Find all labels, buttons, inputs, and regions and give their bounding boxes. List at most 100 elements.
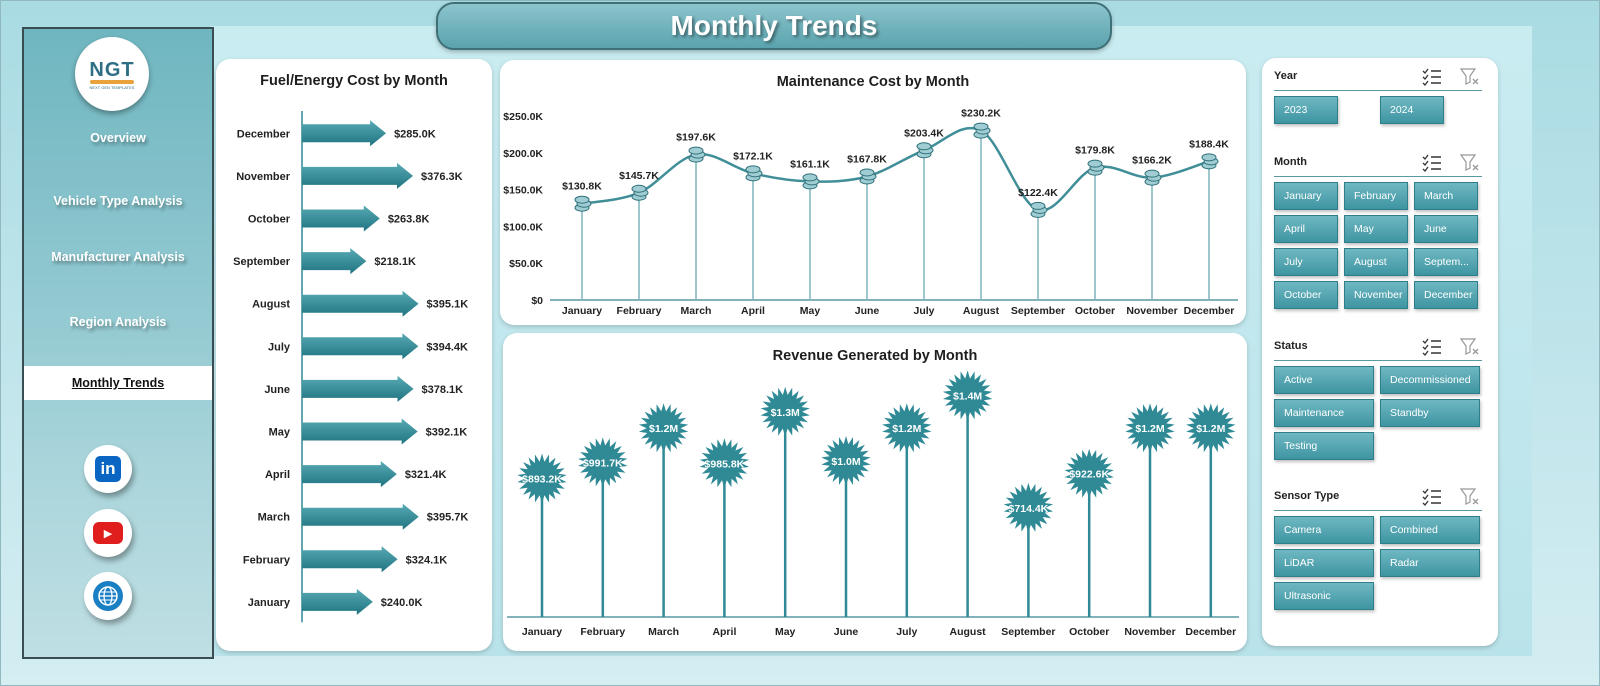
year-option-2024[interactable]: 2024: [1380, 96, 1444, 124]
month-option-august[interactable]: August: [1344, 248, 1408, 276]
clear-filter-icon[interactable]: [1459, 68, 1480, 86]
sensor-type-option-radar[interactable]: Radar: [1380, 549, 1480, 577]
clear-filter-icon[interactable]: [1459, 154, 1480, 172]
status-option-active[interactable]: Active: [1274, 366, 1374, 394]
website-button[interactable]: [84, 572, 132, 620]
multi-select-icon[interactable]: [1422, 154, 1442, 172]
rev-burst-october: [1064, 448, 1114, 499]
rev-category-label: August: [950, 626, 987, 638]
sensor-type-option-camera[interactable]: Camera: [1274, 516, 1374, 544]
status-option-maintenance[interactable]: Maintenance: [1274, 399, 1374, 427]
clear-filter-icon[interactable]: [1459, 488, 1480, 506]
maint-point-july: [916, 142, 934, 159]
month-option-january[interactable]: January: [1274, 182, 1338, 210]
month-option-october[interactable]: October: [1274, 281, 1338, 309]
month-option-june[interactable]: June: [1414, 215, 1478, 243]
maint-value-label: $172.1K: [733, 150, 773, 162]
nav-vehicle-type-analysis[interactable]: Vehicle Type Analysis: [53, 194, 183, 208]
month-option-july[interactable]: July: [1274, 248, 1338, 276]
sensor-type-option-combined[interactable]: Combined: [1380, 516, 1480, 544]
linkedin-icon: in: [95, 456, 121, 482]
maint-point-november: [1144, 169, 1162, 186]
fuel-value-label: $263.8K: [388, 214, 430, 226]
rev-value-label: $1.2M: [649, 423, 678, 435]
nav-overview[interactable]: Overview: [90, 131, 146, 145]
maintenance-cost-panel: Maintenance Cost by Month $0 $50.0K $100.0…: [500, 60, 1246, 325]
maint-point-october: [1087, 159, 1105, 176]
nav-region-analysis[interactable]: Region Analysis: [69, 315, 167, 329]
rev-value-label: $1.2M: [1135, 423, 1164, 435]
fuel-value-label: $395.1K: [427, 299, 469, 311]
fuel-bar-november: [302, 162, 414, 189]
fuel-category-label: May: [269, 427, 291, 439]
rev-value-label: $1.2M: [1196, 423, 1225, 435]
fuel-category-label: June: [264, 384, 290, 396]
maint-value-label: $230.2K: [961, 108, 1001, 120]
nav-monthly-trends[interactable]: Monthly Trends: [24, 366, 212, 400]
sensor-type-option-ultrasonic[interactable]: Ultrasonic: [1274, 582, 1374, 610]
fuel-cost-chart: December $285.0K November $376.3K October $26…: [233, 111, 469, 623]
maint-point-september: [1030, 201, 1048, 218]
maint-category-label: March: [681, 305, 712, 317]
month-option-may[interactable]: May: [1344, 215, 1408, 243]
rev-category-label: July: [896, 626, 917, 638]
fuel-value-label: $395.7K: [427, 512, 469, 524]
multi-select-icon[interactable]: [1422, 338, 1442, 356]
maint-point-january: [574, 195, 592, 212]
fuel-category-label: December: [237, 128, 291, 140]
multi-select-icon[interactable]: [1422, 68, 1442, 86]
month-option-november[interactable]: November: [1344, 281, 1408, 309]
maint-value-label: $179.8K: [1075, 145, 1115, 157]
maint-value-label: $161.1K: [790, 158, 830, 170]
fuel-value-label: $378.1K: [422, 384, 464, 396]
month-option-february[interactable]: February: [1344, 182, 1408, 210]
fuel-category-label: January: [248, 597, 291, 609]
maint-category-label: June: [855, 305, 880, 317]
rev-burst-november: [1125, 403, 1175, 454]
fuel-bar-august: [302, 290, 419, 317]
rev-category-label: January: [522, 626, 562, 638]
month-option-december[interactable]: December: [1414, 281, 1478, 309]
multi-select-icon[interactable]: [1422, 488, 1442, 506]
rev-category-label: May: [775, 626, 796, 638]
maint-point-february: [631, 184, 649, 201]
rev-burst-august: [942, 370, 993, 421]
youtube-button[interactable]: ▶: [84, 509, 132, 557]
status-option-decommissioned[interactable]: Decommissioned: [1380, 366, 1480, 394]
rev-burst-april: [699, 438, 750, 489]
maint-ytick-label: $150.0K: [503, 185, 543, 197]
fuel-bar-february: [302, 546, 398, 573]
month-option-march[interactable]: March: [1414, 182, 1478, 210]
month-option-april[interactable]: April: [1274, 215, 1338, 243]
fuel-category-label: April: [265, 469, 290, 481]
rev-burst-may: [760, 386, 810, 437]
month-option-septem[interactable]: Septem...: [1414, 248, 1478, 276]
year-option-2023[interactable]: 2023: [1274, 96, 1338, 124]
rev-category-label: June: [834, 626, 859, 638]
maint-category-label: August: [963, 305, 1000, 317]
maint-point-april: [745, 165, 763, 182]
clear-filter-icon[interactable]: [1459, 338, 1480, 356]
linkedin-button[interactable]: in: [84, 445, 132, 493]
status-option-testing[interactable]: Testing: [1274, 432, 1374, 460]
maint-value-label: $188.4K: [1189, 138, 1229, 150]
logo-text: NGT: [89, 58, 135, 81]
rev-category-label: October: [1069, 626, 1109, 638]
rev-burst-july: [882, 403, 932, 454]
fuel-cost-panel: Fuel/Energy Cost by Month December $285.0…: [216, 59, 492, 651]
rev-value-label: $991.7K: [583, 457, 623, 469]
fuel-value-label: $392.1K: [426, 427, 468, 439]
maintenance-cost-chart: $0 $50.0K $100.0K $150.0K $200.0K $250.0K $130…: [503, 108, 1238, 317]
nav-manufacturer-analysis[interactable]: Manufacturer Analysis: [51, 250, 185, 264]
maint-value-label: $203.4K: [904, 127, 944, 139]
fuel-value-label: $324.1K: [406, 554, 448, 566]
fuel-value-label: $240.0K: [381, 597, 423, 609]
maint-value-label: $122.4K: [1018, 187, 1058, 199]
maint-point-december: [1201, 153, 1219, 170]
revenue-panel: Revenue Generated by Month $893.2K Januar…: [503, 333, 1247, 651]
rev-value-label: $893.2K: [522, 474, 562, 486]
sensor-type-option-lidar[interactable]: LiDAR: [1274, 549, 1374, 577]
rev-value-label: $1.2M: [892, 423, 921, 435]
status-option-standby[interactable]: Standby: [1380, 399, 1480, 427]
youtube-icon: ▶: [93, 522, 123, 544]
